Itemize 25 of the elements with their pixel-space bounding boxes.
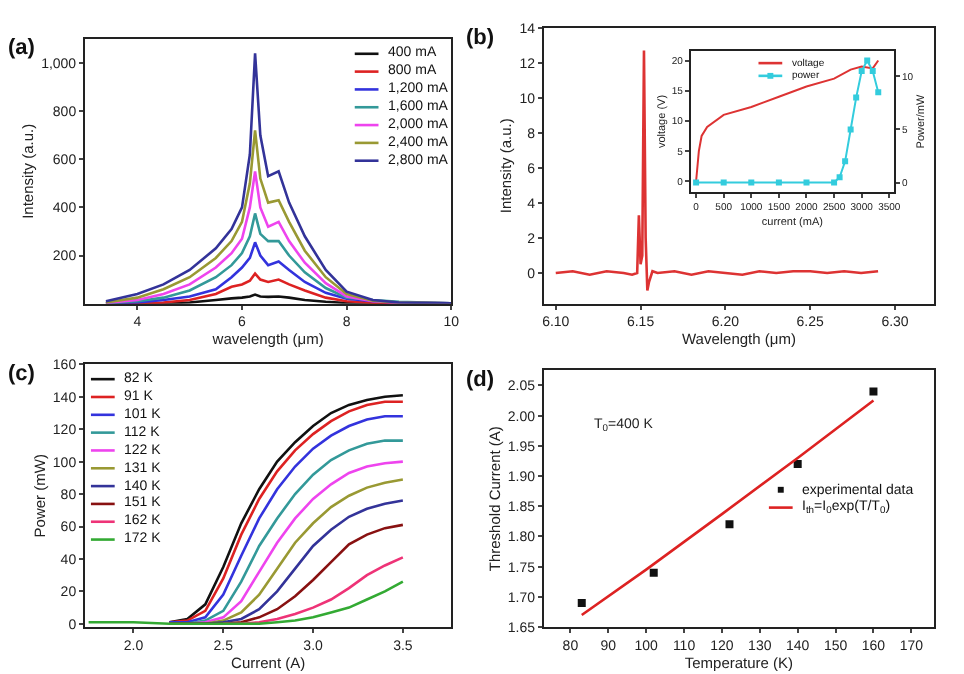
point xyxy=(875,89,882,96)
point xyxy=(869,68,876,75)
point xyxy=(775,179,782,186)
chart-title: (c) xyxy=(8,362,36,386)
point xyxy=(720,179,727,186)
point xyxy=(803,179,810,186)
line-series xyxy=(87,580,405,626)
point xyxy=(847,126,854,133)
point xyxy=(858,68,865,75)
point xyxy=(864,57,871,64)
point xyxy=(725,520,734,529)
point xyxy=(831,179,838,186)
point xyxy=(748,179,755,186)
chart-title: (d) xyxy=(466,368,495,392)
point xyxy=(649,568,658,577)
line-series xyxy=(554,49,880,292)
chart-title: (a) xyxy=(8,36,36,60)
point xyxy=(693,179,700,186)
point xyxy=(853,94,860,101)
point xyxy=(793,459,802,468)
point xyxy=(836,174,843,181)
chart-title: (b) xyxy=(466,26,495,50)
point xyxy=(842,158,849,165)
point xyxy=(869,387,878,396)
point xyxy=(577,598,586,607)
